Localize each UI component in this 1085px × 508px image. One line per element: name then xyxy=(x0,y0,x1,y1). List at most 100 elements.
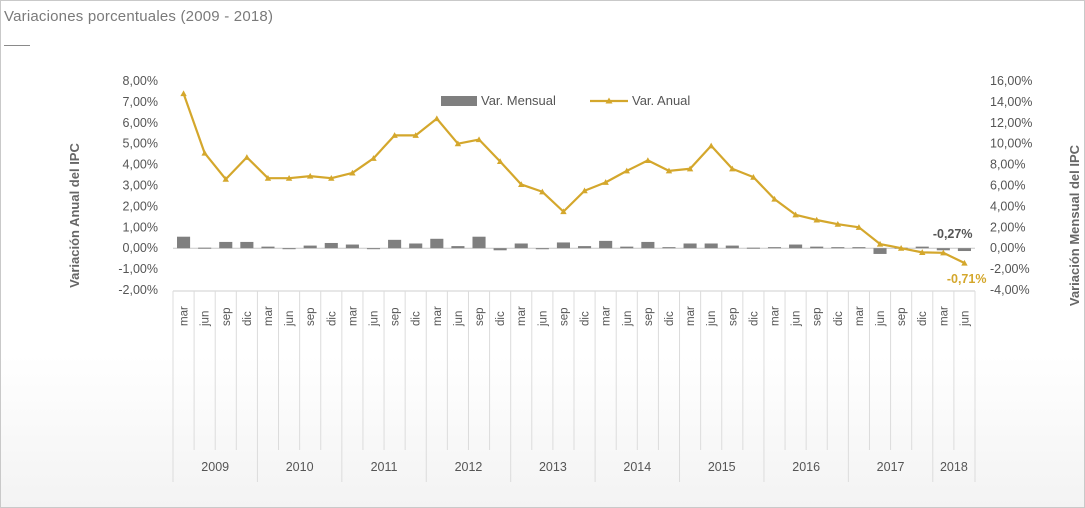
bar-var-mensual xyxy=(198,247,212,249)
point-var-anual xyxy=(919,249,926,255)
y-left-tick-label: 0,00% xyxy=(123,241,158,255)
bar-var-mensual xyxy=(409,243,423,249)
category-label: jun xyxy=(369,311,381,327)
bar-var-mensual xyxy=(767,247,782,249)
bar-var-mensual xyxy=(641,241,655,249)
year-label: 2016 xyxy=(792,460,820,474)
category-label: jun xyxy=(875,311,887,327)
bar-var-mensual xyxy=(599,240,613,249)
point-var-anual xyxy=(644,157,652,163)
bar-var-mensual xyxy=(789,244,803,249)
category-label: sep xyxy=(305,307,317,326)
y-right-tick-label: -2,00% xyxy=(990,262,1030,276)
bar-var-mensual xyxy=(366,248,381,250)
category-label: mar xyxy=(432,306,444,326)
bar-var-mensual xyxy=(873,248,887,254)
category-label: mar xyxy=(854,306,866,326)
bar-var-mensual xyxy=(957,248,971,252)
y-left-tick-label: 1,00% xyxy=(123,220,158,234)
category-label: mar xyxy=(516,306,528,326)
point-var-anual xyxy=(813,216,820,223)
legend-marker-var-anual xyxy=(605,97,613,104)
category-label: sep xyxy=(643,307,655,326)
line-var-anual xyxy=(182,93,965,265)
point-var-anual xyxy=(792,211,799,218)
point-var-anual xyxy=(201,149,208,156)
y-right-tick-label: 14,00% xyxy=(990,95,1032,109)
year-label: 2010 xyxy=(286,460,314,474)
category-label: dic xyxy=(242,311,254,326)
year-label: 2012 xyxy=(455,460,483,474)
point-var-anual xyxy=(940,249,947,256)
category-label: mar xyxy=(601,306,613,326)
category-label: dic xyxy=(748,311,760,326)
bar-var-mensual xyxy=(725,245,739,249)
year-label: 2017 xyxy=(877,460,905,474)
point-var-anual xyxy=(834,220,842,227)
y-left-axis-title: Variación Anual del IPC xyxy=(67,143,82,288)
category-label: dic xyxy=(833,311,845,326)
category-label: sep xyxy=(221,307,233,326)
legend-label-var-anual: Var. Anual xyxy=(632,93,690,108)
data-label-var-anual: -0,71% xyxy=(947,272,987,286)
data-label-var-mensual: -0,27% xyxy=(933,227,973,241)
point-var-anual xyxy=(222,176,229,182)
point-var-anual xyxy=(686,165,694,172)
point-var-anual xyxy=(285,174,293,181)
y-left-tick-label: -2,00% xyxy=(118,283,158,297)
bar-var-mensual xyxy=(388,239,402,249)
point-var-anual xyxy=(750,173,757,180)
category-label: jun xyxy=(284,311,296,327)
y-left-tick-label: 7,00% xyxy=(123,95,158,109)
y-right-tick-label: 0,00% xyxy=(990,241,1025,255)
bar-var-mensual xyxy=(261,246,275,249)
category-label: sep xyxy=(727,307,739,326)
category-label: dic xyxy=(326,311,338,326)
point-var-anual xyxy=(180,90,187,97)
point-var-anual xyxy=(475,136,483,143)
bar-var-mensual xyxy=(282,248,296,250)
category-label: sep xyxy=(812,307,824,326)
legend-label-var-mensual: Var. Mensual xyxy=(481,93,556,108)
point-var-anual xyxy=(412,132,419,138)
page-title: Variaciones porcentuales (2009 - 2018) xyxy=(4,8,274,25)
point-var-anual xyxy=(897,245,905,251)
category-label: dic xyxy=(411,311,423,326)
point-var-anual xyxy=(707,142,715,149)
point-var-anual xyxy=(391,132,398,138)
y-left-tick-label: 4,00% xyxy=(123,158,158,172)
bar-var-mensual xyxy=(831,247,845,249)
point-var-anual xyxy=(560,208,567,215)
legend-swatch-var-mensual xyxy=(441,96,477,106)
y-left-tick-label: 5,00% xyxy=(123,137,158,151)
bar-var-mensual xyxy=(514,243,528,249)
bar-var-mensual xyxy=(345,244,359,249)
category-label: sep xyxy=(390,307,402,326)
point-var-anual xyxy=(961,259,968,266)
year-label: 2011 xyxy=(371,460,398,474)
year-label: 2009 xyxy=(201,460,229,474)
bar-var-mensual xyxy=(936,248,950,251)
y-right-tick-label: 12,00% xyxy=(990,116,1032,130)
category-label: sep xyxy=(474,307,486,326)
bar-var-mensual xyxy=(915,246,929,249)
bar-var-mensual xyxy=(746,247,760,249)
category-label: jun xyxy=(959,311,971,327)
point-var-anual xyxy=(518,181,525,188)
category-label: dic xyxy=(917,311,929,326)
y-left-tick-label: 3,00% xyxy=(123,179,158,193)
bar-var-mensual xyxy=(810,246,824,249)
bar-var-mensual xyxy=(852,247,866,249)
y-left-tick-label: 6,00% xyxy=(123,116,158,130)
bar-var-mensual xyxy=(219,241,233,249)
y-right-tick-label: 16,00% xyxy=(990,74,1032,88)
year-label: 2014 xyxy=(623,460,651,474)
bar-var-mensual xyxy=(662,247,676,249)
y-left-tick-label: 8,00% xyxy=(123,74,158,88)
bar-var-mensual xyxy=(704,243,718,249)
category-label: sep xyxy=(558,307,570,326)
y-right-axis-title: Variación Mensual del IPC xyxy=(1067,144,1082,306)
year-label: 2013 xyxy=(539,460,567,474)
bar-var-mensual xyxy=(578,246,592,249)
